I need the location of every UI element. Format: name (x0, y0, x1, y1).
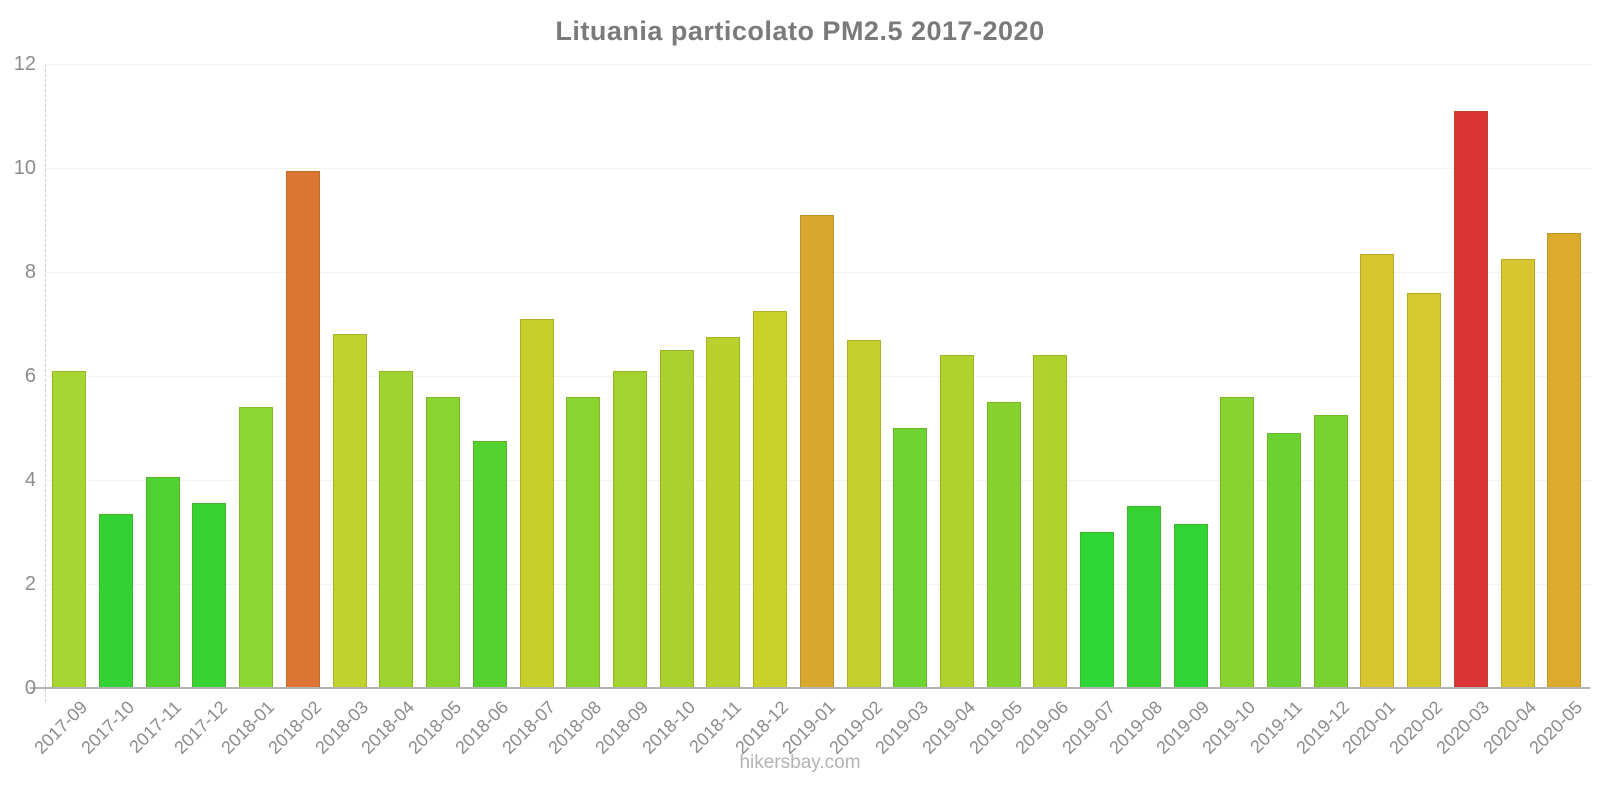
bar-2017-12[interactable] (192, 503, 227, 688)
bar-2018-02[interactable] (285, 170, 320, 688)
y-tick-label-4: 4 (24, 469, 36, 491)
bar-2018-11[interactable] (706, 337, 741, 688)
plot-area (45, 64, 1592, 688)
y-axis-line (45, 64, 46, 702)
bar-2020-03[interactable] (1453, 110, 1488, 688)
bar-2018-01[interactable] (239, 407, 274, 688)
bar-2018-04[interactable] (379, 370, 414, 688)
bar-2019-08[interactable] (1126, 506, 1161, 688)
bar-2020-02[interactable] (1407, 292, 1442, 688)
gridline-y-12 (45, 64, 1592, 65)
bar-2018-07[interactable] (519, 318, 554, 688)
bar-2019-05[interactable] (986, 402, 1021, 688)
bar-2018-09[interactable] (612, 370, 647, 688)
bar-2020-01[interactable] (1360, 253, 1395, 688)
y-tick-label-10: 10 (13, 157, 36, 179)
y-tick-label-2: 2 (24, 573, 36, 595)
bar-2019-12[interactable] (1313, 415, 1348, 688)
bar-2019-07[interactable] (1080, 532, 1115, 688)
bar-2018-06[interactable] (472, 441, 507, 688)
gridline-y-10 (45, 168, 1592, 169)
y-tick-label-12: 12 (13, 53, 36, 75)
bar-2017-11[interactable] (145, 477, 180, 688)
bar-2019-10[interactable] (1220, 396, 1255, 688)
bar-2019-11[interactable] (1267, 433, 1302, 688)
y-tick-label-6: 6 (24, 365, 36, 387)
bar-2017-09[interactable] (52, 370, 87, 688)
bar-2018-03[interactable] (332, 334, 367, 688)
bar-2020-04[interactable] (1500, 259, 1535, 688)
watermark: hikersbay.com (739, 752, 861, 773)
bar-2018-10[interactable] (659, 350, 694, 688)
y-tick-label-8: 8 (24, 261, 36, 283)
bar-2019-04[interactable] (939, 355, 974, 688)
bar-2020-05[interactable] (1547, 233, 1582, 688)
x-axis-line (30, 687, 1590, 689)
bar-2018-05[interactable] (426, 396, 461, 688)
bar-2017-10[interactable] (99, 513, 134, 688)
bar-2019-01[interactable] (799, 214, 834, 688)
bar-2019-02[interactable] (846, 339, 881, 688)
chart-title: Lituania particolato PM2.5 2017-2020 (555, 16, 1045, 46)
bar-2018-12[interactable] (753, 311, 788, 688)
bar-2019-03[interactable] (893, 428, 928, 688)
bar-2018-08[interactable] (566, 396, 601, 688)
bar-2019-06[interactable] (1033, 355, 1068, 688)
y-tick-label-0: 0 (24, 677, 36, 699)
bar-2019-09[interactable] (1173, 524, 1208, 688)
